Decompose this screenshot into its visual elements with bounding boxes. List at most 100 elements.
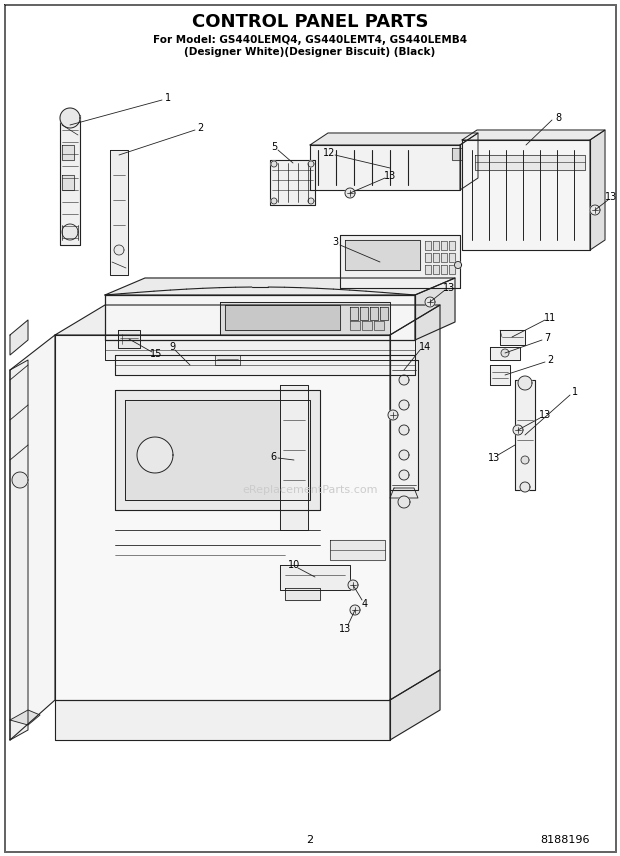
Text: 2: 2 (197, 123, 203, 133)
Polygon shape (513, 425, 523, 435)
Polygon shape (60, 108, 80, 128)
Polygon shape (390, 360, 418, 490)
Polygon shape (390, 488, 418, 498)
Polygon shape (10, 710, 40, 725)
Polygon shape (345, 240, 420, 270)
Polygon shape (590, 130, 605, 250)
Polygon shape (105, 295, 415, 340)
Polygon shape (399, 375, 409, 385)
Polygon shape (137, 437, 173, 473)
Polygon shape (460, 133, 478, 190)
Text: 6: 6 (270, 452, 276, 462)
Text: 11: 11 (544, 313, 556, 323)
Polygon shape (220, 302, 390, 335)
Polygon shape (449, 253, 455, 262)
Polygon shape (114, 245, 124, 255)
Polygon shape (60, 115, 80, 245)
Polygon shape (441, 253, 447, 262)
Polygon shape (425, 297, 435, 307)
Polygon shape (308, 198, 314, 204)
Polygon shape (310, 145, 460, 190)
Polygon shape (399, 400, 409, 410)
Polygon shape (270, 160, 315, 205)
Polygon shape (433, 241, 439, 250)
Polygon shape (415, 278, 455, 340)
Polygon shape (215, 355, 240, 365)
Polygon shape (105, 278, 455, 295)
Text: 13: 13 (339, 624, 351, 634)
Text: 13: 13 (488, 453, 500, 463)
Polygon shape (433, 253, 439, 262)
Text: 1: 1 (572, 387, 578, 397)
Polygon shape (399, 450, 409, 460)
Text: 13: 13 (443, 283, 455, 293)
Polygon shape (55, 700, 390, 740)
Polygon shape (280, 385, 308, 530)
Polygon shape (425, 253, 431, 262)
Polygon shape (390, 670, 440, 740)
Text: 5: 5 (271, 142, 277, 152)
Polygon shape (115, 390, 320, 510)
Text: 8: 8 (555, 113, 561, 123)
Text: 9: 9 (169, 342, 175, 352)
Polygon shape (388, 410, 398, 420)
Text: eReplacementParts.com: eReplacementParts.com (242, 485, 378, 495)
Polygon shape (462, 140, 590, 250)
Polygon shape (62, 145, 74, 160)
Polygon shape (441, 241, 447, 250)
Polygon shape (490, 365, 510, 385)
Text: CONTROL PANEL PARTS: CONTROL PANEL PARTS (192, 13, 428, 31)
Polygon shape (490, 347, 520, 360)
Polygon shape (360, 307, 368, 320)
Polygon shape (441, 265, 447, 274)
Text: 8188196: 8188196 (540, 835, 590, 845)
Polygon shape (425, 241, 431, 250)
Polygon shape (520, 482, 530, 492)
Polygon shape (308, 161, 314, 167)
Polygon shape (350, 307, 358, 320)
Polygon shape (285, 588, 320, 600)
Text: For Model: GS440LEMQ4, GS440LEMT4, GS440LEMB4: For Model: GS440LEMQ4, GS440LEMT4, GS440… (153, 35, 467, 45)
Polygon shape (433, 265, 439, 274)
Polygon shape (449, 241, 455, 250)
Text: 2: 2 (547, 355, 553, 365)
Text: 13: 13 (539, 410, 551, 420)
Polygon shape (55, 305, 440, 335)
Polygon shape (521, 456, 529, 464)
Text: (Designer White)(Designer Biscuit) (Black): (Designer White)(Designer Biscuit) (Blac… (184, 47, 436, 57)
Polygon shape (362, 321, 372, 330)
Polygon shape (310, 133, 478, 145)
Text: 13: 13 (605, 192, 617, 202)
Polygon shape (10, 335, 55, 740)
Polygon shape (454, 261, 461, 269)
Text: 2: 2 (306, 835, 314, 845)
Polygon shape (340, 235, 460, 288)
Polygon shape (518, 376, 532, 390)
Polygon shape (370, 307, 378, 320)
Text: 12: 12 (323, 148, 335, 158)
Polygon shape (501, 349, 509, 357)
Polygon shape (105, 340, 415, 360)
Text: 15: 15 (150, 349, 162, 359)
Polygon shape (271, 161, 277, 167)
Polygon shape (345, 188, 355, 198)
Polygon shape (12, 472, 28, 488)
Text: 1: 1 (165, 93, 171, 103)
Polygon shape (390, 305, 440, 700)
Polygon shape (271, 198, 277, 204)
Text: 10: 10 (288, 560, 300, 570)
Polygon shape (125, 400, 310, 500)
Polygon shape (55, 335, 390, 700)
Polygon shape (330, 540, 385, 560)
Polygon shape (62, 224, 78, 240)
Polygon shape (425, 265, 431, 274)
Polygon shape (62, 175, 74, 190)
Polygon shape (348, 580, 358, 590)
Polygon shape (475, 155, 585, 170)
Polygon shape (399, 470, 409, 480)
Polygon shape (10, 360, 28, 740)
Polygon shape (10, 320, 28, 355)
Polygon shape (449, 265, 455, 274)
Polygon shape (590, 205, 600, 215)
Polygon shape (225, 305, 340, 330)
